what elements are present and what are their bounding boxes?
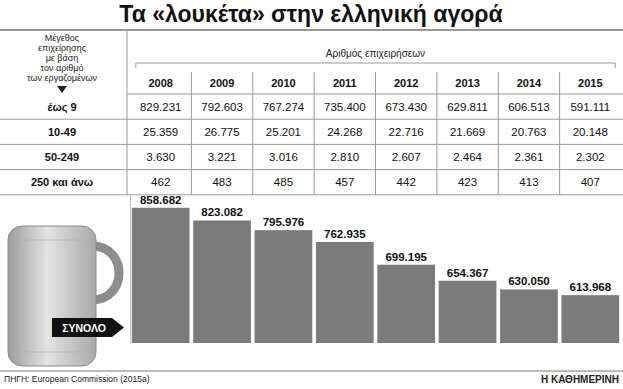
table-cell: 792.603 xyxy=(201,101,243,113)
row-label: 250 και άνω xyxy=(31,176,93,188)
table-cell: 3.221 xyxy=(208,151,237,163)
credit: Η ΚΑΘΗΜΕΡΙΝΗ xyxy=(541,374,619,385)
table-cell: 22.716 xyxy=(389,126,424,138)
data-labels: 858.682 823.082 795.976 762.935 699.195 654.3… xyxy=(140,194,612,293)
column-header: 2011 xyxy=(333,77,357,89)
source: ΠΗΓΗ: European Commission (2015a) xyxy=(4,374,150,384)
column-header: 2009 xyxy=(210,77,234,89)
table-cell: 462 xyxy=(151,176,170,188)
table-divider xyxy=(314,72,315,195)
data-label: 762.935 xyxy=(324,228,366,240)
row-label: 10-49 xyxy=(48,126,76,138)
table-divider xyxy=(559,72,560,195)
table-divider xyxy=(252,72,253,195)
table-cell: 606.513 xyxy=(508,101,550,113)
chart-svg: Τα «λουκέτα» στην ελληνική αγορά Μέγεθοςε… xyxy=(0,0,623,389)
table-cell: 25.201 xyxy=(266,126,301,138)
table-cell: 629.811 xyxy=(447,101,488,113)
header-arrow xyxy=(57,86,67,93)
table-cell: 26.775 xyxy=(204,126,239,138)
group-header: Αριθμός επιχειρήσεων xyxy=(326,48,425,59)
annotation: ΣΥΝΟΛΟ xyxy=(62,322,106,334)
table-cell: 413 xyxy=(519,176,538,188)
table-cell: 2.607 xyxy=(392,151,421,163)
data-label: 613.968 xyxy=(570,281,612,293)
table-cell: 20.148 xyxy=(573,126,608,138)
bar xyxy=(193,220,251,343)
table-cell: 25.359 xyxy=(143,126,178,138)
data-label: 630.050 xyxy=(508,275,550,287)
bar xyxy=(561,295,619,343)
bar xyxy=(377,265,435,343)
table-cell: 423 xyxy=(458,176,477,188)
group-bracket xyxy=(136,63,615,68)
bar xyxy=(316,242,374,343)
table: Μέγεθοςεπιχείρησηςμε βάσητον αριθμότων ε… xyxy=(0,30,623,195)
chart-container: Τα «λουκέτα» στην ελληνική αγορά Μέγεθοςε… xyxy=(0,0,623,389)
table-cell: 21.669 xyxy=(450,126,485,138)
y-axis xyxy=(130,194,131,344)
table-cell: 24.268 xyxy=(327,126,362,138)
table-cell: 20.763 xyxy=(511,126,546,138)
table-rule xyxy=(0,119,623,120)
table-divider xyxy=(436,72,437,195)
total-arrow xyxy=(52,318,124,337)
title: Τα «λουκέτα» στην ελληνική αγορά xyxy=(119,1,502,27)
row-label: έως 9 xyxy=(47,101,76,114)
column-header: 2013 xyxy=(455,77,479,89)
bars xyxy=(132,208,619,343)
table-divider xyxy=(375,72,376,195)
table-cell: 485 xyxy=(274,176,293,188)
table-rule xyxy=(0,144,623,145)
padlock-illustration xyxy=(8,226,124,366)
column-header: 2010 xyxy=(271,77,295,89)
row-header-title: τον αριθμό xyxy=(41,63,84,73)
column-header: 2008 xyxy=(148,77,172,89)
data-label: 654.367 xyxy=(447,267,489,279)
bar xyxy=(500,289,558,343)
table-cell: 442 xyxy=(397,176,416,188)
table-rule xyxy=(0,169,623,170)
row-header-title: επιχείρησης xyxy=(38,43,87,53)
row-header-title: Μέγεθος xyxy=(45,33,80,43)
table-rule xyxy=(127,94,623,95)
table-border xyxy=(0,30,623,31)
table-rule xyxy=(0,194,623,195)
row-header-title: με βάση xyxy=(46,53,79,63)
data-label: 823.082 xyxy=(201,206,243,218)
table-cell: 829.231 xyxy=(140,101,182,113)
table-cell: 457 xyxy=(335,176,354,188)
table-divider xyxy=(127,30,128,195)
row-header-title: των εργαζομένων xyxy=(27,73,97,83)
table-cell: 2.361 xyxy=(515,151,544,163)
table-divider xyxy=(191,72,192,195)
table-cell: 767.274 xyxy=(263,101,305,113)
data-label: 858.682 xyxy=(140,194,182,206)
y-axis-line xyxy=(130,194,131,344)
table-cell: 483 xyxy=(212,176,231,188)
bar xyxy=(132,208,190,343)
bar xyxy=(255,230,313,343)
padlock-body xyxy=(8,226,96,366)
table-cell: 591.111 xyxy=(570,101,610,113)
table-divider xyxy=(498,72,499,195)
baseline xyxy=(0,371,623,372)
column-header: 2012 xyxy=(394,77,418,89)
table-cell: 2.302 xyxy=(576,151,605,163)
table-cell: 2.464 xyxy=(453,151,482,163)
data-label: 795.976 xyxy=(263,216,305,228)
row-label: 50-249 xyxy=(45,151,79,163)
data-label: 699.195 xyxy=(385,251,427,263)
table-cell: 673.430 xyxy=(385,101,427,113)
bar xyxy=(439,281,497,343)
column-header: 2014 xyxy=(517,77,542,89)
table-cell: 407 xyxy=(581,176,600,188)
table-cell: 3.016 xyxy=(269,151,298,163)
table-cell: 2.810 xyxy=(330,151,359,163)
table-cell: 735.400 xyxy=(324,101,366,113)
table-cell: 3.630 xyxy=(146,151,175,163)
column-header: 2015 xyxy=(578,77,602,89)
